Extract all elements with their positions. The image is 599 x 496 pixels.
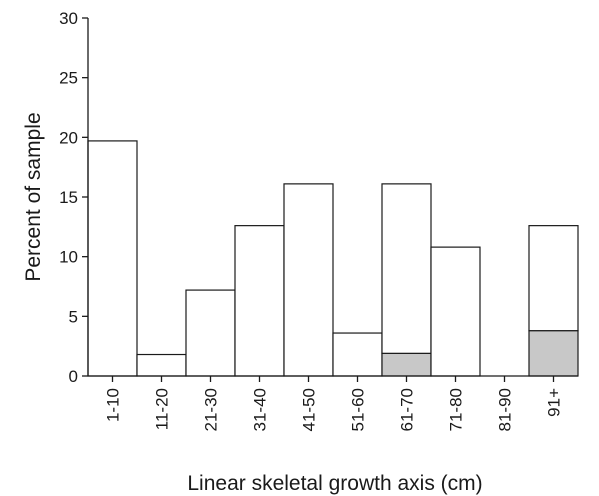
y-axis-title: Percent of sample [22,112,45,281]
y-tick-label-20: 20 [59,128,78,147]
bar-1-10-segment-1 [87,140,138,377]
bar-51-60-segment-1 [332,332,383,377]
y-tick-label-25: 25 [59,69,78,88]
x-tick-label-31-40: 31-40 [251,388,270,431]
x-tick-label-61-70: 61-70 [398,388,417,431]
x-tick-label-81-90: 81-90 [496,388,515,431]
bar-21-30-segment-1 [185,289,236,377]
x-tick-label-71-80: 71-80 [447,388,466,431]
bar-61-70-segment-1 [381,183,432,354]
x-tick-label-1-10: 1-10 [104,388,123,422]
bar-71-80-segment-1 [430,246,481,377]
x-tick-label-11-20: 11-20 [153,388,172,430]
x-tick-labels: 1-10 11-20 21-30 31-40 41-50 51-60 61-70 71-80 8… [104,388,564,432]
y-tick-label-30: 30 [59,9,78,28]
bar-41-50-segment-1 [283,183,334,377]
bar-91+-segment-0 [528,330,579,377]
y-tick-label-10: 10 [59,248,78,267]
y-tick-labels: 0 5 10 15 20 25 30 [59,9,78,386]
bar-91+-segment-1 [528,225,579,332]
x-tick-label-51-60: 51-60 [349,388,368,431]
y-tick-label-0: 0 [69,367,78,386]
bar-61-70-segment-0 [381,352,432,377]
bar-31-40-segment-1 [234,225,285,377]
x-tick-label-21-30: 21-30 [202,388,221,431]
x-tick-label-91+: 91+ [545,388,564,417]
bar-11-20-segment-1 [136,353,187,377]
axes [82,17,578,382]
bars [87,140,579,377]
x-axis-title: Linear skeletal growth axis (cm) [187,472,482,495]
y-tick-label-15: 15 [59,188,78,207]
x-tick-label-41-50: 41-50 [300,388,319,431]
y-tick-label-5: 5 [69,307,78,326]
